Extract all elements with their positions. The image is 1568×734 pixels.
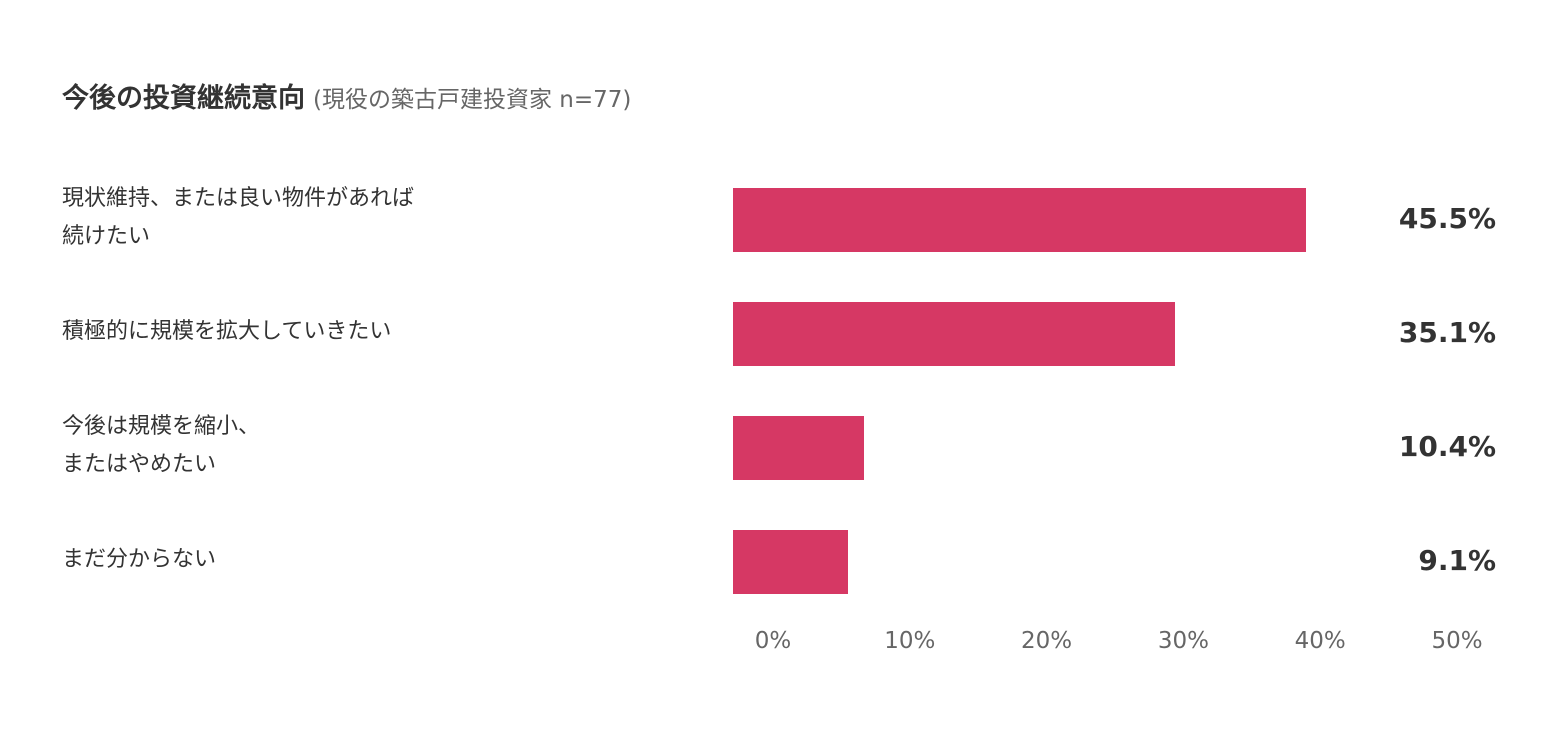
title-text: 今後の投資継続意向	[62, 83, 305, 114]
value-label: 10.4%	[1398, 430, 1496, 463]
x-tick-label: 20%	[1021, 628, 1073, 654]
x-tick-label: 0%	[754, 628, 792, 654]
value-label: 35.1%	[1398, 316, 1496, 349]
value-label: 9.1%	[1418, 544, 1496, 577]
category-label: 今後は規模を縮小、 またはやめたい	[62, 414, 261, 477]
category-label: まだ分からない	[62, 547, 217, 572]
category-label: 積極的に規模を拡大していきたい	[62, 319, 392, 344]
value-label: 45.5%	[1398, 202, 1496, 235]
bar	[733, 188, 1307, 252]
x-tick-label: 50%	[1431, 628, 1483, 654]
bar	[733, 416, 865, 480]
chart-subtitle: (現役の築古戸建投資家 n=77)	[313, 87, 632, 113]
chart-title: 今後の投資継続意向 (現役の築古戸建投資家 n=77)	[62, 76, 631, 115]
category-label: 現状維持、または良い物件があれば 続けたい	[62, 186, 415, 249]
x-tick-label: 30%	[1157, 628, 1209, 654]
bar	[733, 530, 848, 594]
x-tick-label: 10%	[884, 628, 936, 654]
bar	[733, 302, 1176, 366]
x-tick-label: 40%	[1294, 628, 1346, 654]
